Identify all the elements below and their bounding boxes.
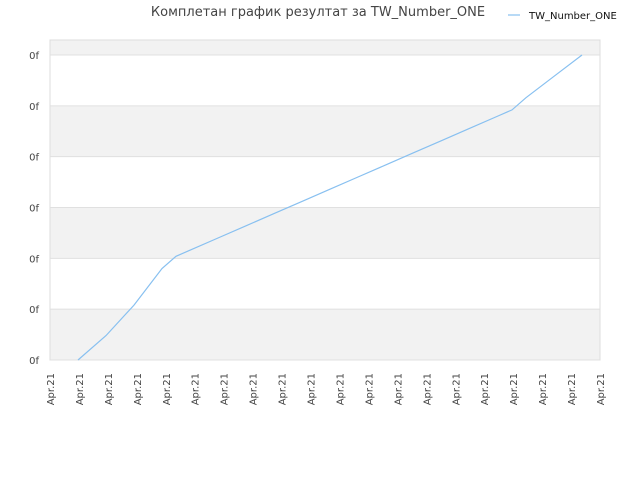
x-tick-label: Apr.21 [75, 373, 86, 405]
plot-band [50, 105, 600, 157]
plot-bands [50, 40, 600, 360]
y-tick-label: 0f [29, 51, 39, 62]
x-tick-label: Apr.21 [451, 373, 462, 405]
gridlines [50, 54, 600, 361]
x-tick-label: Apr.21 [422, 373, 433, 405]
y-tick-label: 0f [29, 102, 39, 113]
x-tick-label: Apr.21 [335, 373, 346, 405]
legend-label: TW_Number_ONE [528, 11, 617, 22]
x-tick-label: Apr.21 [133, 373, 144, 405]
y-tick-label: 0f [29, 254, 39, 265]
x-tick-label: Apr.21 [364, 373, 375, 405]
x-tick-label: Apr.21 [162, 373, 173, 405]
x-tick-label: Apr.21 [596, 373, 607, 405]
x-tick-label: Apr.21 [46, 373, 57, 405]
series-layer [77, 54, 583, 361]
x-tick-label: Apr.21 [509, 373, 520, 405]
plot-band [50, 156, 600, 208]
x-axis-ticks: Apr.21 Apr.21 Apr.21 Apr.21 Apr.21 Apr.21 Apr.… [46, 373, 607, 405]
legend: TW_Number_ONE [508, 11, 617, 22]
y-tick-label: 0f [29, 305, 39, 316]
plot-band [50, 309, 600, 360]
x-tick-label: Apr.21 [249, 373, 260, 405]
y-tick-label: 0f [29, 356, 39, 367]
y-tick-label: 0f [29, 204, 39, 215]
x-tick-label: Apr.21 [480, 373, 491, 405]
x-tick-label: Apr.21 [307, 373, 318, 405]
y-axis-ticks: 0f 0f 0f 0f 0f 0f 0f [29, 51, 39, 367]
plot-band [50, 55, 600, 106]
chart-title: Комплетан график резултат за TW_Number_O… [151, 5, 485, 20]
plot-band [50, 258, 600, 310]
plot-band [50, 40, 600, 55]
plot-band [50, 207, 600, 259]
x-tick-label: Apr.21 [278, 373, 289, 405]
x-tick-label: Apr.21 [567, 373, 578, 405]
x-tick-label: Apr.21 [191, 373, 202, 405]
y-tick-label: 0f [29, 153, 39, 164]
x-tick-label: Apr.21 [393, 373, 404, 405]
series-line [77, 54, 583, 361]
x-tick-label: Apr.21 [538, 373, 549, 405]
x-tick-label: Apr.21 [104, 373, 115, 405]
x-tick-label: Apr.21 [220, 373, 231, 405]
